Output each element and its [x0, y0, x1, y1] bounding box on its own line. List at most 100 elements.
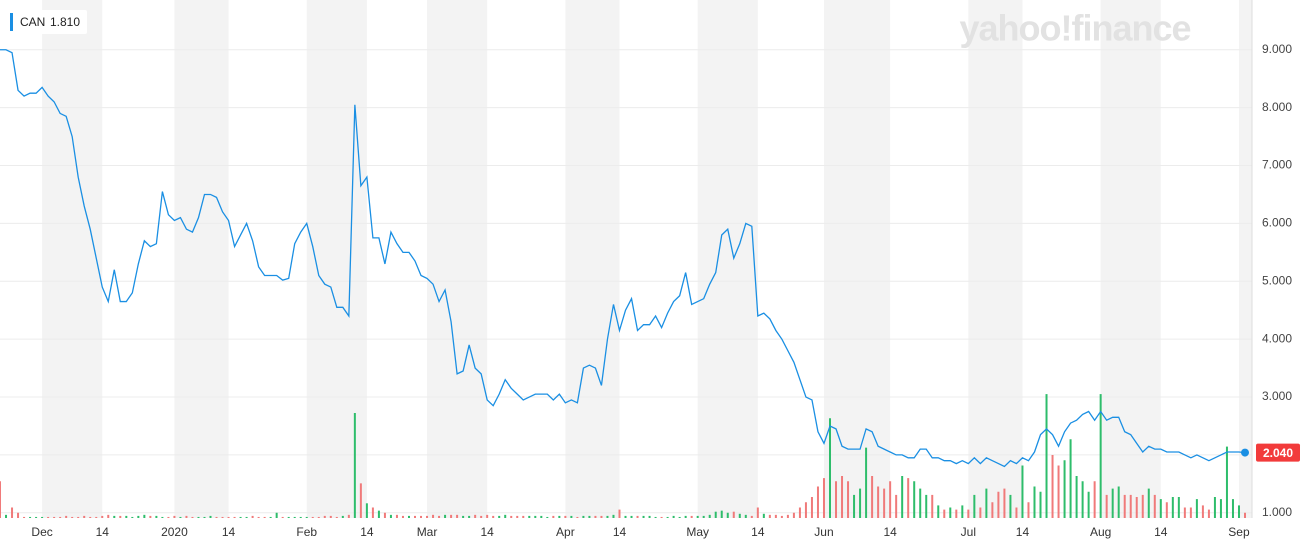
x-tick-label: Sep [1228, 525, 1250, 539]
volume-bar [690, 515, 693, 518]
volume-bar [919, 488, 922, 518]
volume-bar [5, 514, 8, 518]
y-tick-label: 3.000 [1262, 389, 1292, 403]
volume-bar [955, 509, 958, 518]
x-tick-label: 14 [480, 525, 494, 539]
volume-bar [107, 514, 110, 518]
volume-bar [1039, 491, 1042, 518]
volume-bar [865, 447, 868, 518]
volume-bar [1093, 481, 1096, 518]
volume-bar [438, 515, 441, 518]
volume-bar [209, 515, 212, 518]
legend-box [5, 10, 87, 34]
volume-bar [239, 516, 242, 518]
volume-bar [1111, 488, 1114, 518]
volume-bar [161, 516, 164, 518]
background-layer: 1.0002.0003.0004.0005.0006.0007.0008.000… [0, 0, 1292, 539]
volume-bar [371, 507, 374, 518]
volume-bar [1207, 509, 1210, 518]
legend-swatch [10, 13, 13, 31]
volume-bar [678, 516, 681, 518]
volume-bar [53, 516, 56, 518]
x-tick-label: 14 [1016, 525, 1030, 539]
volume-bar [0, 481, 1, 518]
x-tick-label: 14 [96, 525, 110, 539]
volume-bar [1021, 465, 1024, 518]
volume-bar [756, 507, 759, 518]
volume-bar [353, 413, 356, 518]
volume-bar [510, 515, 513, 518]
shaded-band [174, 0, 229, 518]
volume-bar [125, 515, 128, 518]
volume-bar [600, 515, 603, 518]
volume-bar [949, 507, 952, 518]
volume-bar [269, 516, 272, 518]
volume-bar [666, 516, 669, 518]
volume-bar [17, 512, 20, 518]
volume-bar [389, 514, 392, 518]
volume-bar [895, 494, 898, 518]
volume-bar [203, 516, 206, 518]
volume-bar [871, 476, 874, 518]
volume-bar [65, 515, 68, 518]
volume-bar [1159, 499, 1162, 518]
volume-bar [89, 516, 92, 518]
volume-bar [41, 516, 44, 518]
volume-bar [83, 515, 86, 518]
volume-bar [227, 516, 230, 518]
volume-bar [95, 516, 98, 518]
volume-bar [29, 516, 32, 518]
volume-bar [1123, 494, 1126, 518]
volume-bar [877, 486, 880, 518]
volume-bar [642, 515, 645, 518]
volume-bar [696, 515, 699, 518]
volume-bar [1165, 502, 1168, 518]
volume-bar [498, 515, 501, 518]
x-tick-label: Apr [556, 525, 575, 539]
x-tick-label: Jun [814, 525, 833, 539]
volume-bar [426, 515, 429, 518]
volume-bar [281, 516, 284, 518]
volume-bar [137, 515, 140, 518]
x-tick-label: Mar [417, 525, 438, 539]
volume-bar [1069, 439, 1072, 518]
volume-bar [883, 488, 886, 518]
volume-bar [1087, 491, 1090, 518]
volume-bar [395, 514, 398, 518]
x-tick-label: Jul [961, 525, 976, 539]
volume-bar [726, 512, 729, 518]
shaded-band [1238, 0, 1252, 518]
shaded-band [968, 0, 1023, 518]
volume-bar [636, 515, 639, 518]
volume-bar [1015, 507, 1018, 518]
volume-bar [1045, 394, 1048, 518]
volume-bar [1051, 455, 1054, 518]
y-tick-label: 1.000 [1262, 505, 1292, 519]
volume-bar [1141, 494, 1144, 518]
volume-bar [450, 514, 453, 518]
volume-bar [377, 510, 380, 518]
last-point [1241, 448, 1249, 457]
volume-bar [798, 507, 801, 518]
volume-bar [456, 514, 459, 518]
x-tick-label: 14 [1154, 525, 1168, 539]
volume-bar [1033, 486, 1036, 518]
volume-bar [540, 515, 543, 518]
volume-bar [167, 516, 170, 518]
volume-bar [420, 515, 423, 518]
volume-bar [552, 515, 555, 518]
volume-bar [853, 494, 856, 518]
x-tick-label: 14 [883, 525, 897, 539]
volume-bar [462, 515, 465, 518]
volume-bar [401, 515, 404, 518]
volume-bar [1177, 497, 1180, 518]
volume-bar [889, 481, 892, 518]
volume-bar [979, 507, 982, 518]
y-tick-label: 9.000 [1262, 42, 1292, 56]
volume-bar [1183, 507, 1186, 518]
volume-bar [1237, 505, 1240, 518]
x-tick-label: 14 [360, 525, 374, 539]
y-tick-label: 8.000 [1262, 100, 1292, 114]
volume-bar [925, 494, 928, 518]
